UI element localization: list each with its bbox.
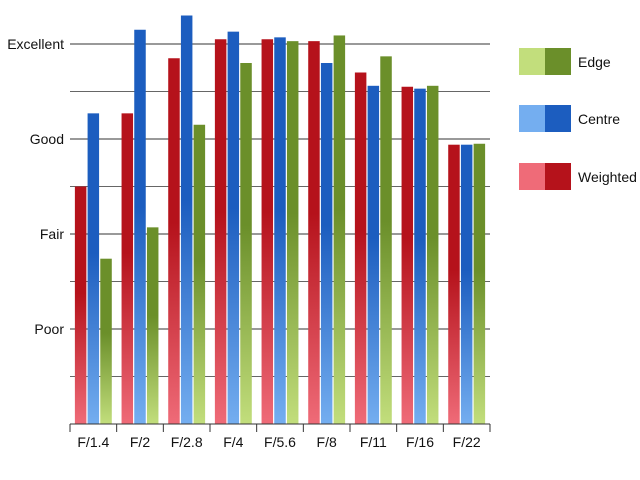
- bar-centre-f22: [460, 144, 473, 424]
- y-tick-label: Excellent: [7, 36, 64, 52]
- bar-weighted-f2: [121, 113, 134, 424]
- legend-label-centre: Centre: [578, 111, 620, 127]
- x-tick-label: F/2.8: [171, 434, 203, 450]
- bar-edge-f56: [286, 41, 299, 425]
- legend: Edge Centre Weighted: [519, 48, 637, 190]
- legend-swatch-weighted: [519, 163, 571, 190]
- x-tick-label: F/22: [453, 434, 481, 450]
- x-tick-labels: F/1.4 F/2 F/2.8 F/4 F/5.6 F/8 F/11 F/16 F/22: [77, 434, 481, 450]
- bar-centre-f8: [320, 63, 333, 424]
- bars: [74, 15, 486, 425]
- x-tick-label: F/5.6: [264, 434, 296, 450]
- y-tick-label: Fair: [40, 226, 64, 242]
- bar-weighted-f22: [448, 144, 460, 424]
- bar-centre-f16: [414, 88, 426, 425]
- x-tick-label: F/11: [360, 434, 387, 450]
- bar-edge-f11: [380, 56, 392, 424]
- bar-weighted-f16: [401, 86, 414, 424]
- bar-weighted-f4: [214, 39, 227, 424]
- bar-weighted-f11: [354, 72, 367, 424]
- x-tick-label: F/16: [406, 434, 434, 450]
- legend-swatch-centre: [519, 105, 571, 132]
- bar-centre-f4: [227, 31, 240, 425]
- legend-label-edge: Edge: [578, 54, 611, 70]
- y-tick-label: Poor: [34, 321, 64, 337]
- bar-edge-f8: [333, 35, 346, 424]
- bar-centre-f28: [180, 15, 193, 424]
- bar-edge-f22: [473, 143, 486, 424]
- axes: [69, 423, 491, 432]
- bar-centre-f11: [367, 85, 380, 425]
- bar-weighted-f56: [261, 39, 274, 424]
- bar-edge-f16: [426, 85, 439, 425]
- y-tick-label: Good: [30, 131, 64, 147]
- bar-weighted-f14: [74, 186, 87, 424]
- x-tick-label: F/2: [130, 434, 150, 450]
- bar-edge-f2: [146, 227, 159, 424]
- legend-swatch-edge: [519, 48, 571, 75]
- bar-weighted-f28: [168, 58, 180, 424]
- x-tick-label: F/4: [223, 434, 243, 450]
- x-tick-label: F/8: [317, 434, 337, 450]
- bar-edge-f14: [100, 258, 112, 424]
- bar-centre-f56: [274, 37, 286, 424]
- y-tick-labels: Poor Fair Good Excellent: [7, 36, 64, 337]
- bar-centre-f14: [87, 113, 100, 424]
- bar-edge-f4: [240, 63, 252, 424]
- bar-weighted-f8: [308, 41, 320, 425]
- bar-centre-f2: [134, 29, 146, 424]
- bar-edge-f28: [193, 124, 206, 424]
- x-tick-label: F/1.4: [77, 434, 109, 450]
- legend-label-weighted: Weighted: [578, 169, 637, 185]
